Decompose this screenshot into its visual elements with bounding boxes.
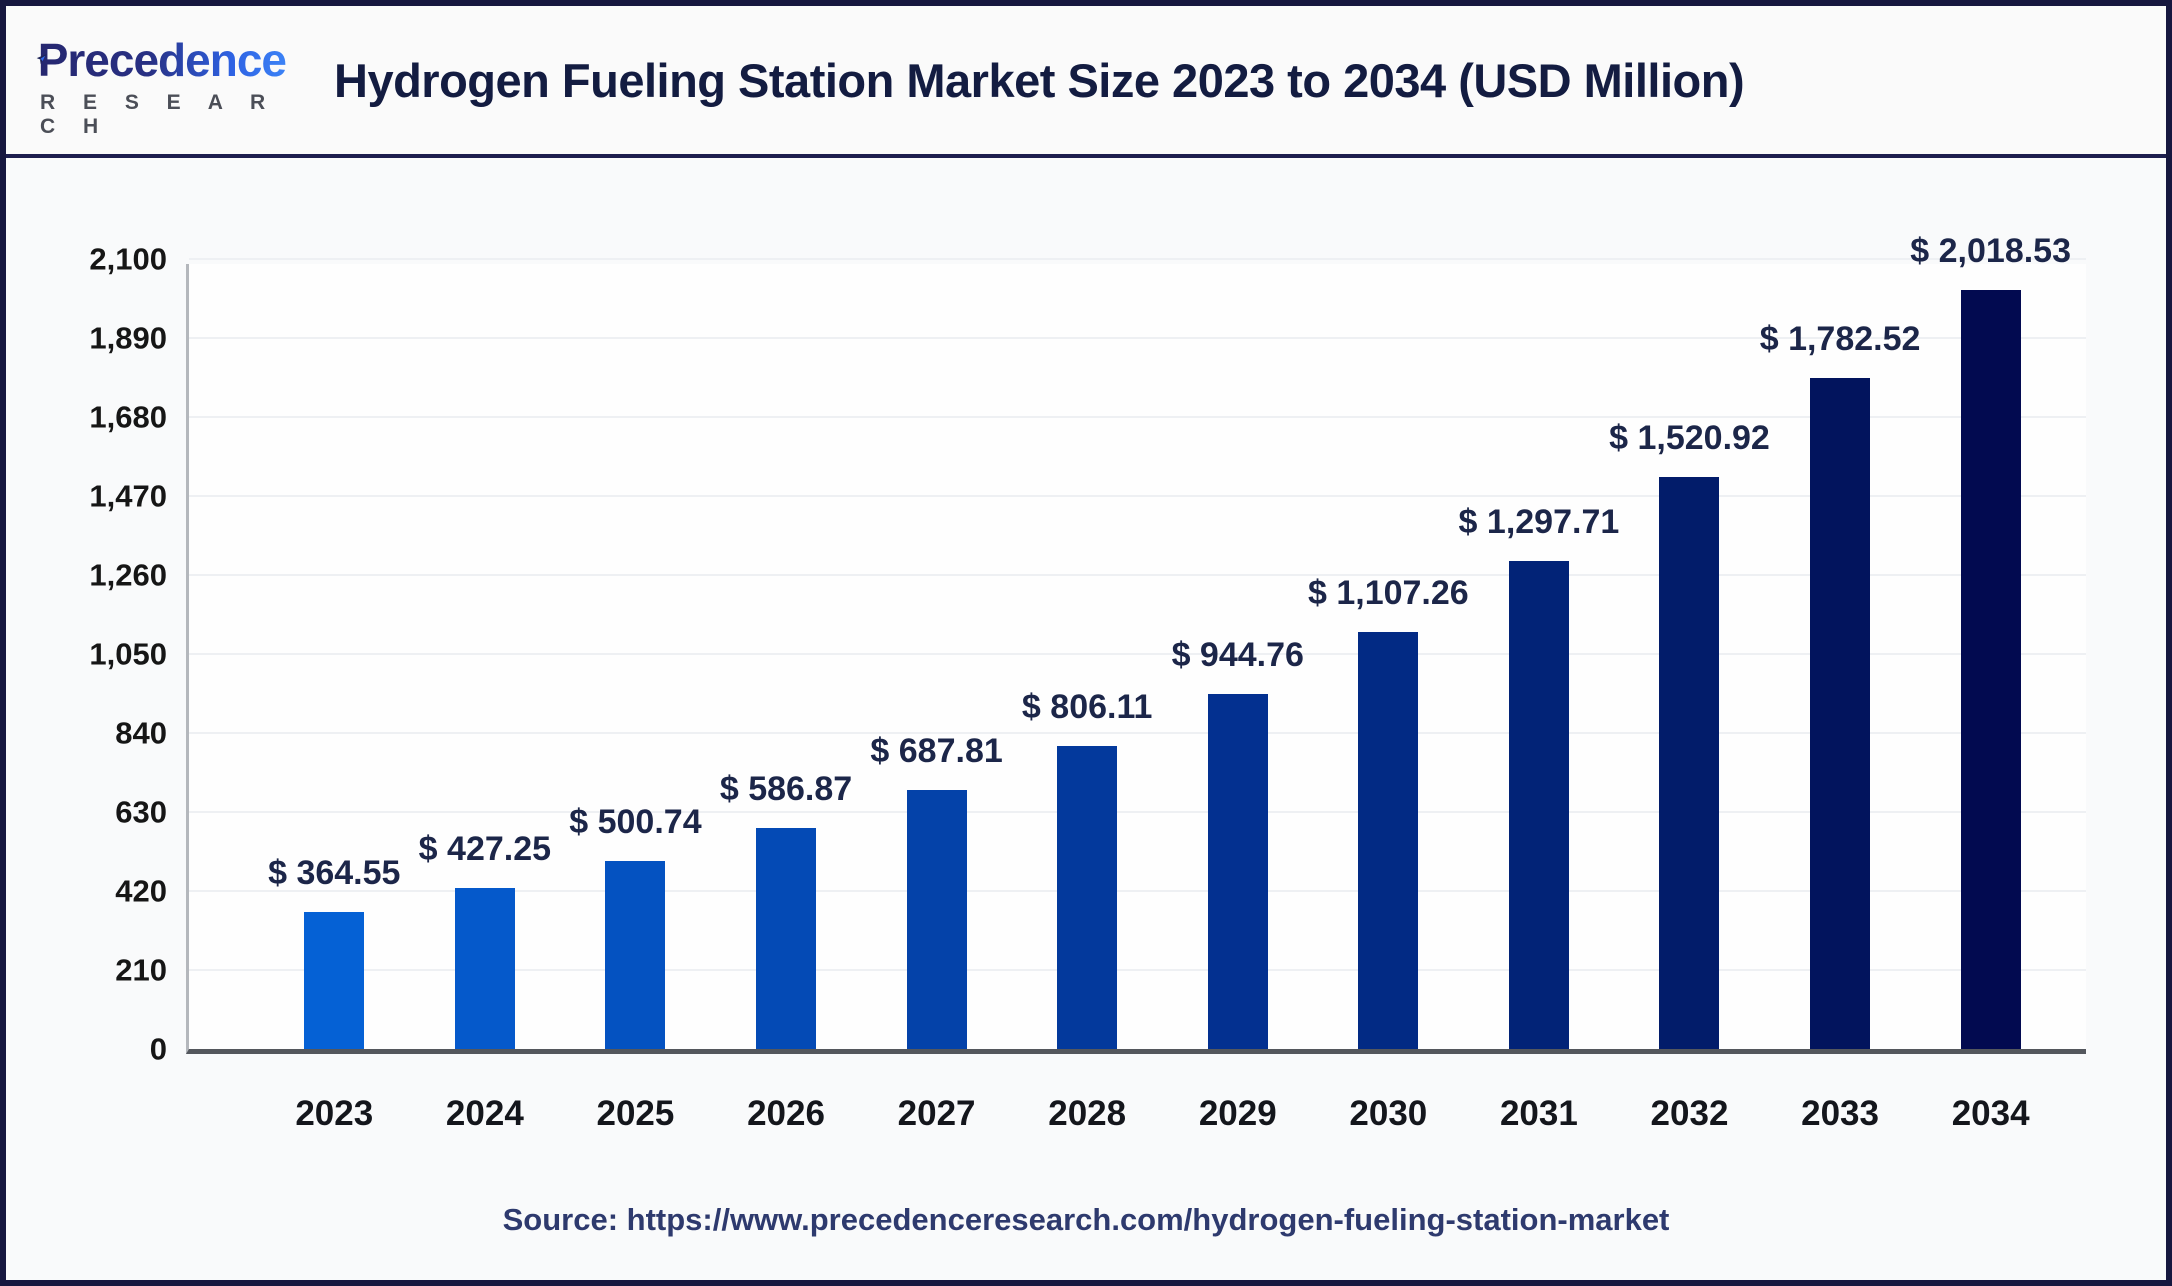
bar-2024 — [454, 888, 515, 1049]
brand-row: Precedence — [36, 21, 287, 86]
bar-slot: $ 944.76 2029 — [1162, 264, 1313, 1131]
bar-slot: $ 1,782.52 2033 — [1760, 264, 1921, 1131]
precedence-research-logo: Precedence R E S E A R C H — [36, 21, 287, 139]
x-tick-label: 2031 — [1499, 1094, 1578, 1133]
x-tick-label: 2026 — [747, 1094, 825, 1133]
bar-2028 — [1057, 745, 1118, 1049]
bar-slot: $ 687.81 2027 — [861, 264, 1012, 1131]
gridline — [189, 969, 2086, 971]
bar-value-label: $ 944.76 — [1171, 635, 1304, 674]
bar-2032 — [1659, 476, 1720, 1049]
y-tick-label: 1,680 — [89, 399, 167, 435]
bar-value-label: $ 1,782.52 — [1759, 320, 1921, 359]
bar-2033 — [1810, 378, 1871, 1049]
bar-value-label: $ 427.25 — [418, 830, 552, 869]
bar-slot: $ 427.25 2024 — [410, 264, 561, 1131]
gridline — [189, 337, 2086, 339]
y-tick-label: 840 — [115, 715, 167, 751]
gridline — [189, 653, 2086, 655]
x-tick-label: 2034 — [1951, 1094, 2030, 1133]
source-row: Source: https://www.precedenceresearch.c… — [6, 1202, 2166, 1238]
bar-value-label: $ 364.55 — [268, 853, 401, 892]
bar-slot: $ 806.11 2028 — [1012, 264, 1163, 1131]
brand-name: Precedence — [37, 34, 287, 86]
paper-plane-icon — [36, 53, 48, 65]
bar-slot: $ 1,520.92 2032 — [1609, 264, 1770, 1131]
gridline — [189, 890, 2086, 892]
x-tick-label: 2025 — [596, 1094, 675, 1133]
x-tick-label: 2033 — [1801, 1094, 1879, 1133]
gridline — [189, 495, 2086, 497]
bar-2034 — [1960, 289, 2021, 1049]
bar-value-label: $ 1,297.71 — [1458, 502, 1620, 541]
y-tick-label: 1,260 — [89, 557, 167, 593]
bar-2025 — [605, 860, 666, 1049]
gridline — [189, 574, 2086, 576]
x-tick-label: 2027 — [897, 1094, 976, 1133]
x-tick-label: 2029 — [1198, 1094, 1277, 1133]
bar-series: $ 364.55 2023 $ 427.25 2024 $ 500.74 2025 $ 58… — [189, 234, 2086, 1131]
page-title: Hydrogen Fueling Station Market Size 202… — [334, 53, 1745, 107]
header: Precedence R E S E A R C H Hydrogen Fuel… — [6, 6, 2166, 158]
plot-area: 0 210 420 630 840 1,050 1,260 1,470 1,680 1,890 2,… — [89, 234, 2086, 1131]
bar-2029 — [1207, 693, 1268, 1049]
bar-2030 — [1358, 632, 1419, 1049]
bar-slot: $ 1,107.26 2030 — [1308, 264, 1469, 1131]
y-tick-label: 1,470 — [89, 478, 167, 514]
y-tick-label: 210 — [115, 952, 167, 988]
bar-value-label: $ 1,520.92 — [1609, 418, 1770, 457]
gridline — [189, 732, 2086, 734]
bar-value-label: $ 586.87 — [719, 770, 853, 809]
y-tick-label: 630 — [115, 794, 167, 830]
x-tick-label: 2024 — [445, 1094, 524, 1133]
bar-slot: $ 364.55 2023 — [259, 264, 410, 1131]
source-link[interactable]: https://www.precedenceresearch.com/hydro… — [626, 1202, 1670, 1237]
bar-slot: $ 2,018.53 2034 — [1910, 234, 2071, 1131]
x-tick-label: 2023 — [295, 1094, 374, 1133]
y-tick-label: 420 — [115, 873, 167, 909]
bar-2031 — [1508, 560, 1569, 1049]
gridline — [189, 258, 2086, 260]
bar-slot: $ 586.87 2026 — [711, 264, 862, 1131]
bar-value-label: $ 687.81 — [870, 732, 1003, 771]
y-tick-label: 0 — [149, 1031, 167, 1067]
bar-2023 — [304, 911, 365, 1049]
y-tick-label: 2,100 — [89, 241, 167, 277]
x-tick-label: 2032 — [1650, 1094, 1729, 1133]
bar-value-label: $ 1,107.26 — [1307, 574, 1469, 613]
x-tick-label: 2030 — [1349, 1094, 1428, 1133]
y-tick-label: 1,050 — [89, 636, 167, 672]
x-tick-label: 2028 — [1048, 1094, 1127, 1133]
bar-value-label: $ 2,018.53 — [1910, 231, 2071, 270]
gridline — [189, 416, 2086, 418]
gridline — [189, 811, 2086, 813]
bar-2026 — [756, 828, 817, 1049]
y-tick-label: 1,890 — [89, 320, 167, 356]
bar-value-label: $ 500.74 — [569, 802, 702, 841]
source-label: Source: — [502, 1202, 619, 1237]
bar-2027 — [906, 790, 967, 1049]
brand-subname: R E S E A R C H — [40, 91, 277, 138]
bar-slot: $ 500.74 2025 — [560, 264, 711, 1131]
bar-value-label: $ 806.11 — [1021, 687, 1153, 726]
bar-slot: $ 1,297.71 2031 — [1459, 264, 1620, 1131]
chart-area: 0 210 420 630 840 1,050 1,260 1,470 1,680 1,890 2,… — [6, 158, 2166, 1270]
